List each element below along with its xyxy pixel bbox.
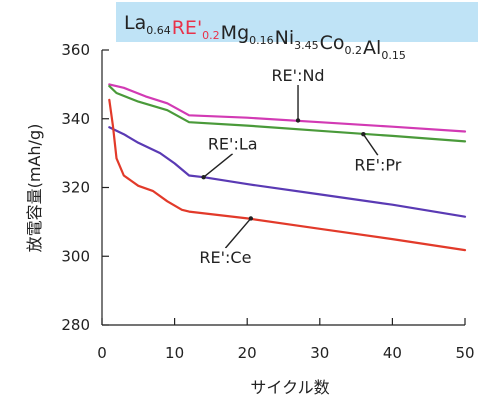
title-subscript-0: 0.64 <box>146 24 171 37</box>
y-tick-label-280: 280 <box>61 316 90 334</box>
y-axis-title: 放電容量(mAh/g) <box>25 124 44 253</box>
title-element-3: Ni <box>275 27 295 49</box>
title-subscript-5: 0.15 <box>381 49 406 62</box>
annotation-bg-0 <box>266 65 331 85</box>
y-tick-label-360: 360 <box>61 41 90 59</box>
series-line-0 <box>108 83 467 133</box>
x-axis-title: サイクル数 <box>250 378 329 397</box>
annotation-bg-3 <box>193 248 258 268</box>
x-tick-label-30: 30 <box>310 344 329 362</box>
annotation-bg-2 <box>345 155 410 175</box>
x-tick-label-0: 0 <box>97 344 107 362</box>
title-element-5: Al <box>363 37 381 59</box>
title-subscript-1: 0.2 <box>202 29 220 42</box>
y-tick-label-320: 320 <box>61 179 90 197</box>
title-element-1: RE' <box>172 17 202 39</box>
title-subscript-3: 3.45 <box>294 39 319 52</box>
title-element-2: Mg <box>221 22 249 44</box>
x-tick-label-10: 10 <box>165 344 184 362</box>
annotation-leader-1 <box>203 153 234 178</box>
series-line-2 <box>108 126 467 218</box>
title-element-4: Co <box>320 32 345 54</box>
title-element-0: La <box>124 12 146 34</box>
y-tick-label-340: 340 <box>61 110 90 128</box>
annotation-label-0: RE':Nd <box>271 66 324 85</box>
series-line-1 <box>108 84 467 143</box>
annotation-label-3: RE':Ce <box>199 248 251 267</box>
series-line-3 <box>108 98 467 252</box>
x-tick-label-50: 50 <box>455 344 474 362</box>
annotation-dot-2 <box>361 132 366 137</box>
x-tick-label-40: 40 <box>383 344 402 362</box>
annotation-dot-1 <box>201 174 206 180</box>
annotation-leader-2 <box>362 133 379 156</box>
y-tick-label-300: 300 <box>61 247 90 265</box>
annotation-leader-3 <box>224 217 252 249</box>
annotation-label-2: RE':Pr <box>354 155 401 174</box>
annotation-dot-3 <box>248 216 254 221</box>
annotation-bg-1 <box>200 134 265 154</box>
annotation-label-1: RE':La <box>208 135 258 154</box>
chart-title: La0.64RE'0.2Mg0.16Ni3.45Co0.2Al0.15 <box>124 12 406 62</box>
annotation-dot-0 <box>295 118 301 123</box>
x-tick-label-20: 20 <box>238 344 257 362</box>
title-subscript-4: 0.2 <box>345 44 363 57</box>
plot-area: 280 300 320 340 360 0 10 20 30 40 50 RE':Nd RE':La RE… <box>61 41 474 362</box>
title-background <box>116 2 478 42</box>
title-subscript-2: 0.16 <box>249 34 274 47</box>
